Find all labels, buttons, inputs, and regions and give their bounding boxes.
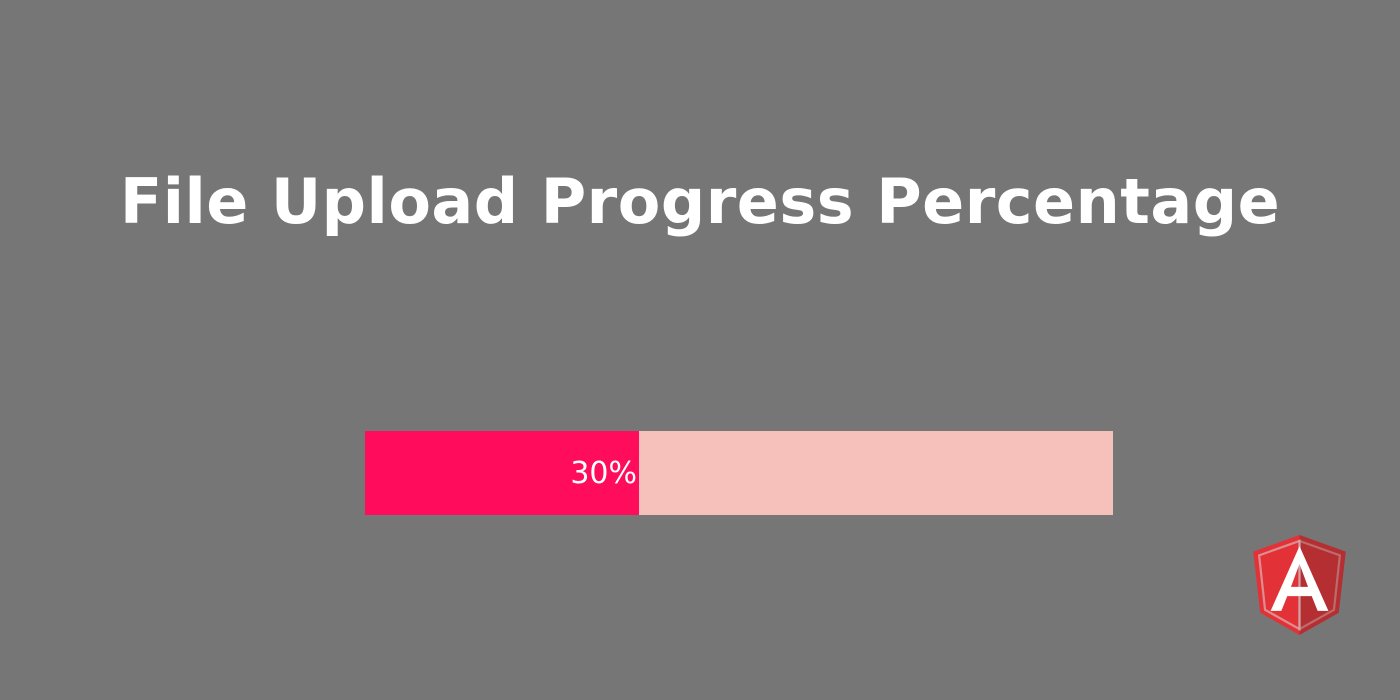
page-title: File Upload Progress Percentage — [119, 165, 1281, 238]
angular-logo-icon — [1253, 535, 1346, 635]
progress-percentage-label: 30% — [570, 455, 637, 491]
logo-letter-a — [1270, 546, 1329, 611]
logo-inner-border-right — [1298, 539, 1342, 631]
logo-inner-border-left — [1257, 539, 1301, 631]
upload-progress-bar: 30% — [365, 431, 1113, 515]
logo-shield-right — [1299, 535, 1346, 635]
progress-bar-fill: 30% — [365, 431, 639, 515]
